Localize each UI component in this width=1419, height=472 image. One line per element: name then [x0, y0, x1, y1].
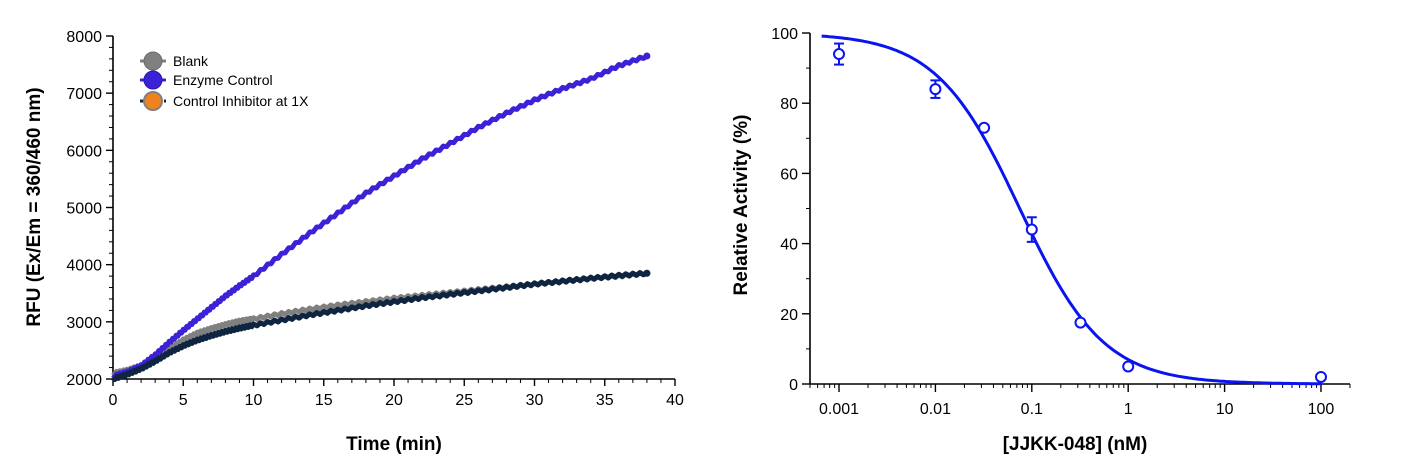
series-enzyme-control-line [111, 53, 649, 380]
legend-marker-enzyme-control [143, 70, 163, 90]
data-marker [929, 83, 942, 96]
dose-response-axes: 0.001 0.01 0.1 1 10 100 0 20 40 60 80 100 [771, 26, 1351, 418]
fit-curve [821, 34, 1321, 386]
data-point [978, 121, 991, 134]
y-tick-label: 7000 [66, 86, 102, 103]
x-tick-label: 0.001 [819, 401, 859, 418]
data-marker [833, 48, 846, 61]
data-marker [1025, 223, 1038, 236]
time-course-x-axis-title: Time (min) [346, 434, 442, 455]
x-tick-label: 5 [179, 392, 188, 409]
data-marker [1074, 316, 1087, 329]
legend-label-blank: Blank [173, 53, 209, 69]
data-marker [978, 121, 991, 134]
data-point [1122, 360, 1135, 373]
y-tick-label: 40 [780, 237, 798, 254]
y-tick-label: 4000 [66, 258, 102, 275]
series-control-inhibitor-end-point [643, 269, 651, 277]
data-point [833, 42, 846, 66]
data-point [929, 79, 942, 99]
legend-entry-enzyme-control: Enzyme Control [140, 70, 273, 90]
dose-response-y-axis-title: Relative Activity (%) [731, 115, 752, 296]
data-point [1074, 316, 1087, 329]
y-tick-label: 6000 [66, 143, 102, 160]
dose-response-points [833, 42, 1327, 383]
x-tick-label: 30 [526, 392, 544, 409]
x-tick-label: 20 [385, 392, 403, 409]
x-tick-label: 10 [245, 392, 263, 409]
y-tick-label: 0 [789, 377, 798, 394]
legend-marker-blank [143, 51, 163, 71]
time-course-series [111, 52, 651, 383]
y-tick-label: 80 [780, 96, 798, 113]
y-tick-label: 3000 [66, 315, 102, 332]
legend-entry-blank: Blank [140, 51, 209, 71]
y-tick-label: 5000 [66, 201, 102, 218]
dose-response-x-axis-title: [JJKK-048] (nM) [1003, 434, 1148, 455]
legend-entry-control-inhibitor: Control Inhibitor at 1X [140, 91, 309, 111]
y-tick-label: 20 [780, 307, 798, 324]
x-tick-label: 0 [109, 392, 118, 409]
time-course-chart: 0 5 10 15 20 25 30 35 40 2000 3000 4000 5000 6000 7000… [24, 29, 684, 455]
y-tick-label: 60 [780, 166, 798, 183]
data-marker [1314, 370, 1327, 383]
legend-label-control-inhibitor: Control Inhibitor at 1X [173, 93, 309, 109]
x-tick-label: 15 [315, 392, 333, 409]
dose-response-fit [821, 34, 1321, 386]
data-point [1025, 216, 1038, 243]
series-enzyme-control-end-point [643, 52, 651, 60]
x-tick-label: 10 [1216, 401, 1234, 418]
x-tick-label: 40 [666, 392, 684, 409]
y-tick-label: 100 [771, 26, 798, 43]
dose-response-chart: 0.001 0.01 0.1 1 10 100 0 20 40 60 80 100 [JJKK-048… [731, 26, 1351, 455]
time-course-axes: 0 5 10 15 20 25 30 35 40 2000 3000 4000 5000 6000 7000… [66, 29, 684, 409]
time-course-y-axis-title: RFU (Ex/Em = 360/460 nm) [24, 87, 45, 326]
x-tick-label: 100 [1308, 401, 1335, 418]
x-tick-label: 1 [1124, 401, 1133, 418]
x-tick-label: 0.01 [920, 401, 951, 418]
time-course-legend: Blank Enzyme Control Control Inhibitor a… [140, 51, 309, 111]
data-marker [1122, 360, 1135, 373]
x-tick-label: 35 [596, 392, 614, 409]
y-tick-label: 2000 [66, 372, 102, 389]
x-tick-label: 0.1 [1021, 401, 1043, 418]
data-point [1314, 370, 1327, 383]
y-tick-label: 8000 [66, 29, 102, 46]
legend-marker-control-inhibitor [143, 91, 163, 111]
series-control-inhibitor-line [111, 270, 648, 383]
x-tick-label: 25 [455, 392, 473, 409]
legend-label-enzyme-control: Enzyme Control [173, 72, 273, 88]
